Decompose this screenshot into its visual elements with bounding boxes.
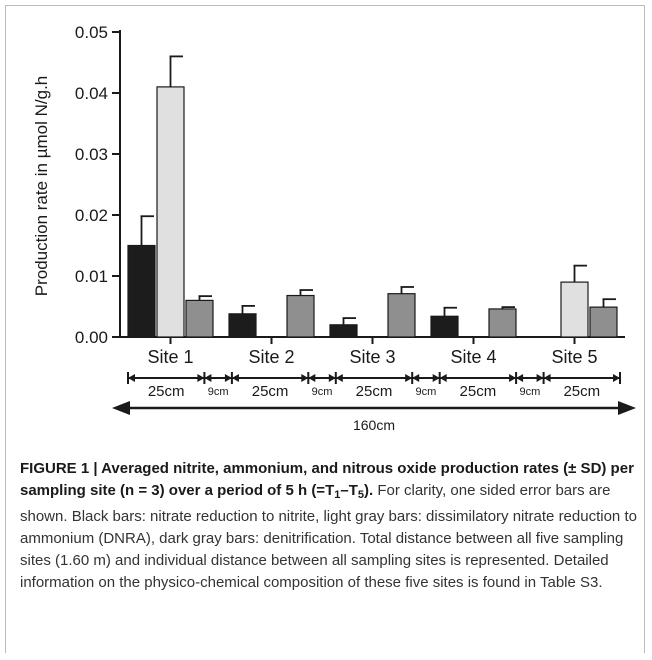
scale-arrowhead bbox=[509, 374, 517, 382]
scale-arrowhead bbox=[204, 374, 212, 382]
bar bbox=[488, 308, 517, 338]
scale-segment-label: 9cm bbox=[312, 386, 333, 398]
bar bbox=[430, 315, 459, 338]
total-scale-arrow-left bbox=[112, 401, 130, 415]
bar bbox=[185, 299, 214, 338]
scale-segment-label: 9cm bbox=[519, 386, 540, 398]
y-tick-label: 0.00 bbox=[75, 328, 108, 347]
scale-arrowhead bbox=[405, 374, 413, 382]
scale-arrowhead bbox=[308, 374, 316, 382]
y-tick-label: 0.05 bbox=[75, 23, 108, 42]
figure-caption: FIGURE 1 | Averaged nitrite, ammonium, a… bbox=[20, 458, 640, 594]
bar bbox=[387, 293, 416, 338]
figure-chart: Production rate in µmol N/g.h 0.00 0.01 0.… bbox=[32, 23, 636, 433]
scale-segment-label: 25cm bbox=[356, 383, 393, 400]
x-tick-label: Site 1 bbox=[147, 347, 193, 367]
scale-arrowhead bbox=[231, 374, 239, 382]
scale-segment-label: 25cm bbox=[563, 383, 600, 400]
y-axis-label: Production rate in µmol N/g.h bbox=[32, 76, 51, 297]
scale-arrowhead bbox=[335, 374, 343, 382]
bar bbox=[329, 324, 358, 338]
y-tick-label: 0.01 bbox=[75, 267, 108, 286]
frame-top-border bbox=[5, 5, 645, 6]
total-scale-label: 160cm bbox=[353, 417, 395, 433]
y-tick-label: 0.04 bbox=[75, 84, 108, 103]
bar bbox=[286, 294, 315, 338]
caption-title: FIGURE 1 | Averaged nitrite, ammonium, a… bbox=[20, 460, 634, 501]
y-tick-label: 0.03 bbox=[75, 145, 108, 164]
scale-arrowhead bbox=[328, 374, 336, 382]
x-tick-label: Site 3 bbox=[349, 347, 395, 367]
scale-arrowhead bbox=[197, 374, 205, 382]
y-tick-label: 0.02 bbox=[75, 206, 108, 225]
total-scale-arrow-right bbox=[618, 401, 636, 415]
bar bbox=[560, 281, 589, 338]
scale-segment-label: 9cm bbox=[208, 386, 229, 398]
scale-arrowhead bbox=[543, 374, 551, 382]
scale-arrowhead bbox=[613, 374, 620, 382]
bars-group bbox=[127, 55, 618, 338]
distance-scale: 25cm 9cm 25cm 9cm 25cm 9cm 25cm 9cm 25cm 160cm bbox=[112, 372, 636, 433]
frame-right-border bbox=[644, 5, 645, 653]
x-tick-label: Site 2 bbox=[248, 347, 294, 367]
scale-segment-label: 25cm bbox=[148, 383, 185, 400]
x-tick-label: Site 4 bbox=[450, 347, 496, 367]
bar bbox=[156, 86, 185, 338]
scale-arrowhead bbox=[439, 374, 447, 382]
scale-arrowhead bbox=[301, 374, 309, 382]
scale-arrowhead bbox=[412, 374, 420, 382]
scale-arrowhead bbox=[128, 374, 135, 382]
scale-arrowhead bbox=[432, 374, 440, 382]
scale-segment-label: 25cm bbox=[460, 383, 497, 400]
bar bbox=[127, 244, 156, 338]
scale-segment-label: 9cm bbox=[416, 386, 437, 398]
scale-arrowhead bbox=[516, 374, 524, 382]
x-tick-label: Site 5 bbox=[551, 347, 597, 367]
bar bbox=[589, 306, 618, 338]
scale-arrowhead bbox=[536, 374, 544, 382]
caption-body: For clarity, one sided error bars are sh… bbox=[20, 482, 637, 591]
scale-arrowhead bbox=[224, 374, 232, 382]
bar bbox=[228, 313, 257, 338]
scale-segment-label: 25cm bbox=[252, 383, 289, 400]
frame-left-border bbox=[5, 5, 6, 653]
